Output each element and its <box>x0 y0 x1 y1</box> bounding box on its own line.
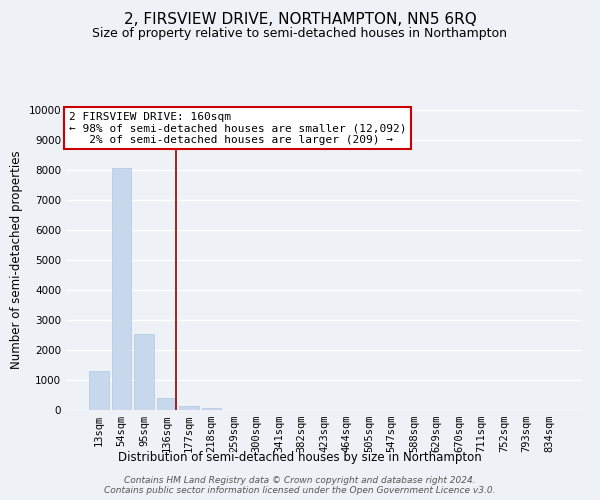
Y-axis label: Number of semi-detached properties: Number of semi-detached properties <box>10 150 23 370</box>
Text: 2, FIRSVIEW DRIVE, NORTHAMPTON, NN5 6RQ: 2, FIRSVIEW DRIVE, NORTHAMPTON, NN5 6RQ <box>124 12 476 28</box>
Bar <box>179 406 199 410</box>
Text: Size of property relative to semi-detached houses in Northampton: Size of property relative to semi-detach… <box>92 28 508 40</box>
Text: Distribution of semi-detached houses by size in Northampton: Distribution of semi-detached houses by … <box>118 451 482 464</box>
Bar <box>157 398 176 410</box>
Bar <box>134 334 154 410</box>
Bar <box>112 168 131 410</box>
Text: Contains HM Land Registry data © Crown copyright and database right 2024.
Contai: Contains HM Land Registry data © Crown c… <box>104 476 496 495</box>
Bar <box>89 371 109 410</box>
Text: 2 FIRSVIEW DRIVE: 160sqm
← 98% of semi-detached houses are smaller (12,092)
   2: 2 FIRSVIEW DRIVE: 160sqm ← 98% of semi-d… <box>68 112 406 144</box>
Bar <box>202 408 221 410</box>
